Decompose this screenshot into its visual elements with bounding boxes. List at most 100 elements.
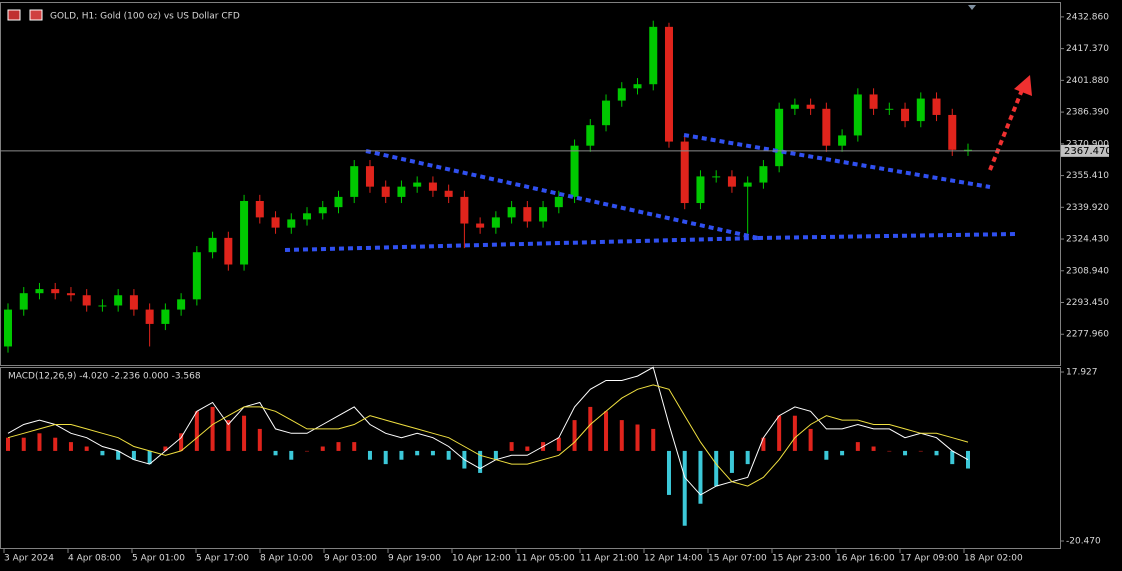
- histogram-bar: [226, 420, 231, 451]
- candle-body: [208, 237, 217, 253]
- candle-body: [838, 135, 847, 146]
- histogram-bar: [179, 433, 184, 451]
- histogram-bar: [336, 442, 341, 451]
- histogram-bar: [556, 437, 561, 451]
- trendlines: [284, 133, 1019, 252]
- histogram-bar: [918, 450, 923, 452]
- candle-body: [680, 141, 689, 204]
- trendline: [284, 236, 759, 252]
- candle-body: [885, 108, 894, 110]
- y-tick-label: 2293.450: [1066, 298, 1109, 308]
- y-tick-label: 2417.370: [1066, 44, 1109, 54]
- y-tick-label: 2370.900: [1066, 139, 1109, 149]
- histogram-bar: [651, 428, 656, 451]
- candle-body: [853, 94, 862, 136]
- candle-body: [287, 219, 296, 228]
- histogram-bar: [871, 446, 876, 451]
- candle-body: [381, 186, 390, 197]
- histogram-bar: [478, 450, 483, 473]
- price-panel: [0, 2, 1061, 366]
- arrow-head: [1014, 75, 1032, 96]
- symbol-icon: [7, 9, 21, 21]
- histogram-bar: [619, 420, 624, 451]
- candle-body: [98, 305, 107, 307]
- histogram-bar: [714, 450, 719, 487]
- candle-body: [318, 207, 327, 214]
- candle-body: [192, 252, 201, 300]
- y-tick-label: 2386.390: [1066, 108, 1109, 118]
- histogram-bar: [525, 446, 530, 451]
- x-tick-label: 15 Apr 07:00: [708, 554, 767, 564]
- histogram-bar: [745, 450, 750, 465]
- candle-body: [177, 299, 186, 310]
- histogram-bar: [352, 442, 357, 451]
- histogram-bar: [242, 415, 247, 451]
- histogram-bar: [163, 446, 168, 451]
- x-tick-label: 9 Apr 19:00: [388, 554, 441, 564]
- candle-body: [664, 26, 673, 142]
- candle-body: [35, 289, 44, 294]
- candle-body: [649, 26, 658, 85]
- histogram-bar: [399, 450, 404, 460]
- x-tick-label: 9 Apr 03:00: [324, 554, 377, 564]
- x-tick-label: 15 Apr 23:00: [772, 554, 831, 564]
- candle-body: [255, 200, 264, 218]
- candle-body: [554, 196, 563, 208]
- x-tick-label: 8 Apr 10:00: [260, 554, 313, 564]
- histogram-bar: [698, 450, 703, 504]
- candle-body: [4, 309, 12, 347]
- candle-body: [523, 207, 532, 222]
- histogram-bar: [68, 442, 73, 451]
- candle-body: [365, 166, 374, 187]
- candle-body: [539, 207, 548, 222]
- candle-body: [633, 84, 642, 89]
- histogram-bar: [21, 437, 26, 451]
- x-tick-label: 10 Apr 12:00: [452, 554, 511, 564]
- histogram-bar: [257, 428, 262, 451]
- trendline: [757, 232, 1019, 240]
- x-tick-label: 4 Apr 08:00: [68, 554, 121, 564]
- x-tick-label: 12 Apr 14:00: [644, 554, 703, 564]
- candle-body: [350, 166, 359, 197]
- histogram-bar: [367, 450, 372, 460]
- histogram-bar: [903, 450, 908, 456]
- histogram-bar: [37, 433, 42, 451]
- candle-body: [775, 108, 784, 167]
- histogram-bar: [966, 450, 970, 469]
- candle-body: [114, 295, 123, 306]
- x-tick-label: 11 Apr 05:00: [516, 554, 575, 564]
- candle-body: [696, 176, 705, 204]
- candle-body: [397, 186, 406, 197]
- candle-body: [224, 237, 233, 265]
- candle-body: [460, 196, 469, 224]
- chart-title: GOLD, H1: Gold (100 oz) vs US Dollar CFD: [50, 12, 240, 22]
- candle-body: [602, 100, 611, 126]
- histogram-bar: [305, 450, 310, 452]
- candle-body: [932, 98, 941, 115]
- histogram-bar: [289, 450, 294, 460]
- current-price-label: 2367.470: [1064, 146, 1112, 157]
- macd-line: [7, 384, 969, 487]
- histogram-bar: [84, 446, 89, 451]
- histogram-bar: [210, 406, 215, 451]
- histogram-bar: [415, 450, 420, 456]
- candle-body: [271, 217, 280, 228]
- macd-line: [7, 366, 969, 496]
- y-tick-label: 2432.860: [1066, 12, 1109, 22]
- candle-body: [507, 207, 516, 218]
- histogram-bar: [666, 450, 671, 495]
- candle-body: [491, 217, 500, 228]
- candle-body: [822, 108, 831, 146]
- candle-body: [161, 309, 170, 324]
- histogram-bar: [53, 437, 58, 451]
- candle-body: [303, 213, 312, 220]
- histogram-bar: [446, 450, 451, 460]
- histogram-bar: [808, 428, 813, 451]
- candle-body: [869, 94, 878, 109]
- trendline: [365, 149, 759, 240]
- candle-body: [743, 182, 752, 187]
- histogram-bar: [273, 450, 278, 456]
